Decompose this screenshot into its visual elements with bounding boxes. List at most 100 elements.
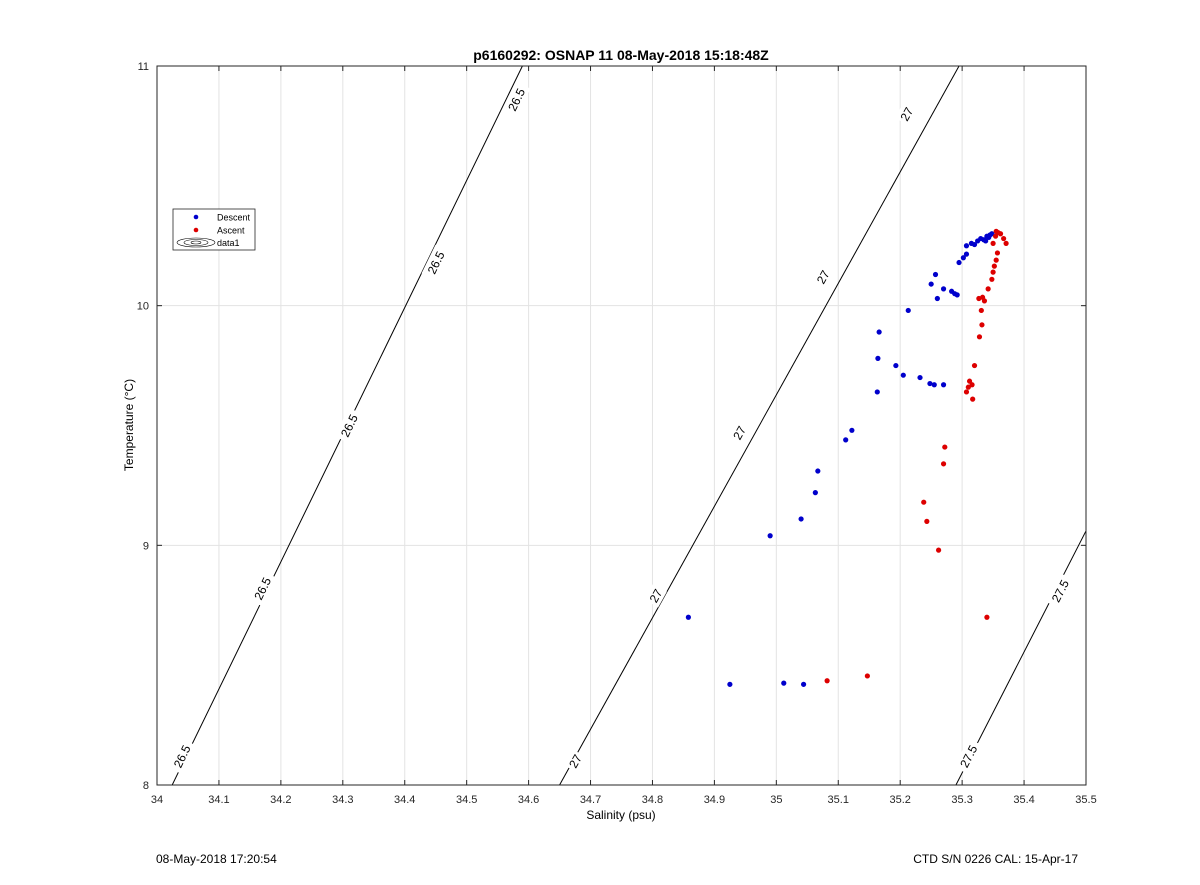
x-tick-label: 34.3 <box>332 794 353 806</box>
descent-point <box>781 680 787 686</box>
descent-point <box>849 427 855 433</box>
descent-point <box>843 437 849 443</box>
descent-point <box>815 468 821 474</box>
contour-label: 27 <box>814 268 833 287</box>
x-tick-label: 34 <box>151 794 163 806</box>
plot-area <box>157 66 1086 785</box>
descent-point <box>874 389 880 395</box>
contour-label-group: 27 <box>563 749 587 773</box>
ascent-point <box>940 461 947 467</box>
contour-label-gap <box>811 265 835 289</box>
contour-label-gap <box>895 102 918 126</box>
contour-label: 27 <box>897 105 916 124</box>
contour-line-26-5 <box>171 66 523 785</box>
ascent-point <box>1003 240 1009 246</box>
ascent-point <box>864 673 870 679</box>
descent-point <box>971 241 978 248</box>
contour-label: 27 <box>647 586 666 605</box>
ascent-point <box>993 257 999 263</box>
y-tick-label: 11 <box>138 61 149 73</box>
x-tick-label: 35.5 <box>1075 794 1096 806</box>
ascent-point <box>989 276 995 282</box>
descent-point <box>875 355 881 361</box>
y-tick-label: 9 <box>143 540 149 552</box>
legend-ascent-label: Ascent <box>217 226 245 236</box>
ascent-point <box>976 334 983 340</box>
ascent-point <box>970 396 976 402</box>
footer-ctd-info: CTD S/N 0226 CAL: 15-Apr-17 <box>913 852 1078 866</box>
descent-point <box>812 490 818 496</box>
x-tick-label: 34.2 <box>270 794 291 806</box>
legend: Descent Ascent data1 <box>172 208 256 251</box>
contour-label-gap <box>953 738 983 775</box>
contour-label: 27 <box>730 423 749 442</box>
ascent-point <box>935 547 942 553</box>
data-points <box>685 228 1009 687</box>
x-tick-label: 34.9 <box>704 794 725 806</box>
x-tick-label: 35.3 <box>951 794 972 806</box>
contour-label-gap <box>248 570 277 607</box>
descent-point <box>986 234 992 240</box>
ascent-point <box>965 384 971 390</box>
ascent-point <box>990 269 996 275</box>
descent-point <box>767 533 773 539</box>
ascent-point <box>994 250 1001 256</box>
descent-point <box>727 681 733 687</box>
ascent-point <box>985 286 991 292</box>
legend-descent-marker <box>193 214 199 220</box>
ascent-point <box>942 444 948 450</box>
ascent-point <box>984 614 990 620</box>
descent-point <box>960 255 966 261</box>
legend-descent-label: Descent <box>217 213 251 223</box>
x-tick-label: 35.2 <box>889 794 910 806</box>
contour-label-gap <box>502 81 531 118</box>
y-tick-label: 8 <box>143 780 149 792</box>
legend-data1-label: data1 <box>217 238 240 248</box>
y-tick-label: 10 <box>137 301 149 313</box>
ascent-point <box>924 518 930 524</box>
contour-label-gap <box>421 244 450 281</box>
descent-point <box>931 382 937 388</box>
descent-point <box>932 271 939 278</box>
x-tick-label: 34.8 <box>642 794 663 806</box>
contour-label-group: 27 <box>895 102 918 126</box>
descent-point <box>798 516 804 522</box>
descent-point <box>917 374 923 381</box>
contour-label-gap <box>727 420 751 445</box>
descent-point <box>956 259 962 266</box>
contour-line-27-5 <box>955 530 1086 785</box>
descent-point <box>927 380 933 387</box>
descent-point <box>900 372 906 378</box>
contour-label: 27 <box>566 752 585 771</box>
descent-point <box>963 243 970 249</box>
y-axis-label: Temperature (°C) <box>122 379 136 471</box>
chart-title: p6160292: OSNAP 11 08-May-2018 15:18:48Z <box>473 47 769 63</box>
x-tick-label: 34.4 <box>394 794 415 806</box>
descent-point <box>905 307 911 314</box>
descent-point <box>934 295 940 302</box>
ascent-point <box>969 382 975 388</box>
ascent-point <box>824 678 830 684</box>
x-tick-label: 34.5 <box>456 794 477 806</box>
descent-point <box>940 286 947 292</box>
legend-ascent-marker <box>193 227 199 233</box>
descent-point <box>876 329 882 335</box>
plot-frame <box>156 65 1087 786</box>
grid <box>157 66 1086 785</box>
x-tick-label: 34.7 <box>580 794 601 806</box>
footer-timestamp: 08-May-2018 17:20:54 <box>156 852 277 866</box>
x-axis-label: Salinity (psu) <box>586 808 655 822</box>
ascent-point <box>991 263 997 269</box>
contour-label-gap <box>1045 572 1075 609</box>
ascent-point <box>997 231 1004 237</box>
descent-point <box>963 251 970 257</box>
descent-point <box>893 362 899 369</box>
descent-point <box>685 614 691 620</box>
descent-point <box>928 281 934 287</box>
x-tick-label: 34.1 <box>208 794 229 806</box>
x-tick-label: 35.1 <box>828 794 849 806</box>
contour-label-gap <box>644 583 667 608</box>
descent-point <box>800 681 807 687</box>
contour-label-group: 27 <box>811 265 835 289</box>
